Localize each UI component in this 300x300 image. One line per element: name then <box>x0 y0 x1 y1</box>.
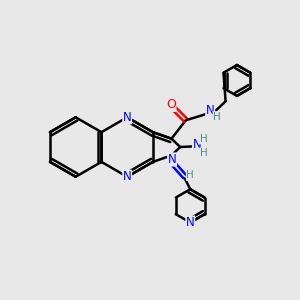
Text: H: H <box>200 148 207 158</box>
Text: O: O <box>166 98 176 111</box>
Text: N: N <box>186 216 195 229</box>
Text: H: H <box>213 112 221 122</box>
Text: N: N <box>123 111 131 124</box>
Text: N: N <box>193 138 201 152</box>
Text: N: N <box>168 153 176 166</box>
Text: N: N <box>206 104 214 117</box>
Text: H: H <box>186 170 194 180</box>
Text: N: N <box>123 170 131 183</box>
Text: H: H <box>200 134 207 144</box>
